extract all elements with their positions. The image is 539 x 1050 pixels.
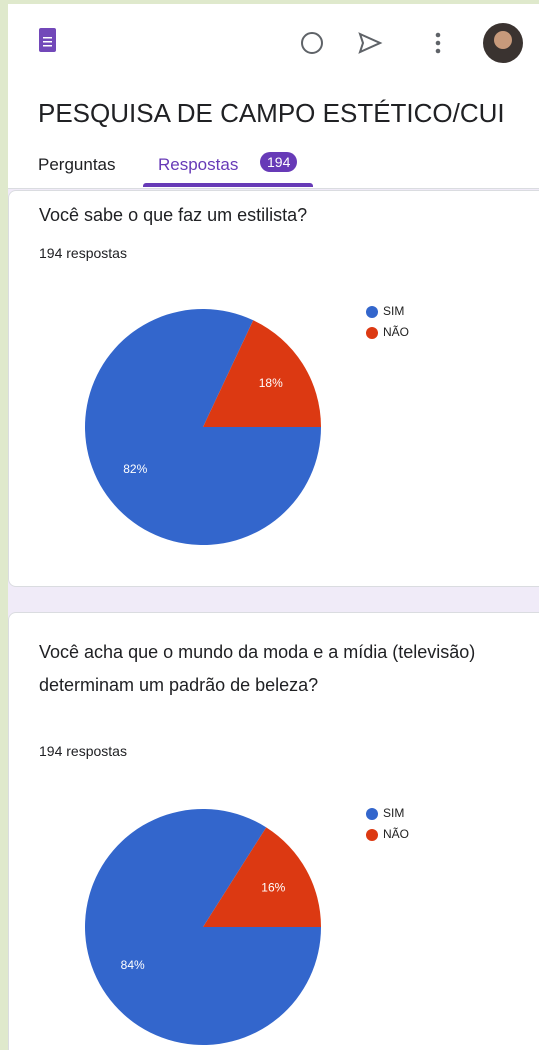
slice-label: 84% <box>121 958 145 972</box>
form-title: PESQUISA DE CAMPO ESTÉTICO/CUI <box>38 98 505 128</box>
question: Você sabe o que faz um estilista? <box>39 205 308 225</box>
legend-swatch <box>366 829 378 841</box>
tab-indicator <box>143 183 313 187</box>
badge: 194 <box>260 152 298 172</box>
pie-slice <box>203 827 321 927</box>
pie-slice <box>85 309 321 546</box>
legend-label: NÃO <box>383 827 409 841</box>
legend-swatch <box>366 327 378 339</box>
legend-swatch <box>366 808 378 820</box>
legend-swatch <box>366 306 378 318</box>
slice-label: 16% <box>261 881 285 895</box>
send-icon[interactable] <box>358 32 383 54</box>
more-icon[interactable] <box>435 32 441 54</box>
response-count: 194 respostas <box>39 743 127 759</box>
app-bar: PESQUISA DE CAMPO ESTÉTICO/CUI Perguntas… <box>8 4 539 189</box>
toolbar-icons <box>39 23 523 63</box>
charts: 82% SIM 18% NÃO 84% SIM 16% NÃO <box>85 304 409 1045</box>
question: Você acha que o mundo da moda e a mídia … <box>39 642 476 695</box>
response-count: 194 respostas <box>39 245 127 261</box>
pie-slice <box>203 320 321 427</box>
app: PESQUISA DE CAMPO ESTÉTICO/CUI Perguntas… <box>8 4 539 1050</box>
legend-label: SIM <box>383 304 404 318</box>
legend-label: SIM <box>383 806 404 820</box>
slice-label: 82% <box>123 462 147 476</box>
palette-icon[interactable] <box>301 32 323 54</box>
legend-label: NÃO <box>383 325 409 339</box>
tab[interactable]: Respostas <box>158 155 239 174</box>
tab[interactable]: Perguntas <box>38 155 116 174</box>
slice-label: 18% <box>259 376 283 390</box>
